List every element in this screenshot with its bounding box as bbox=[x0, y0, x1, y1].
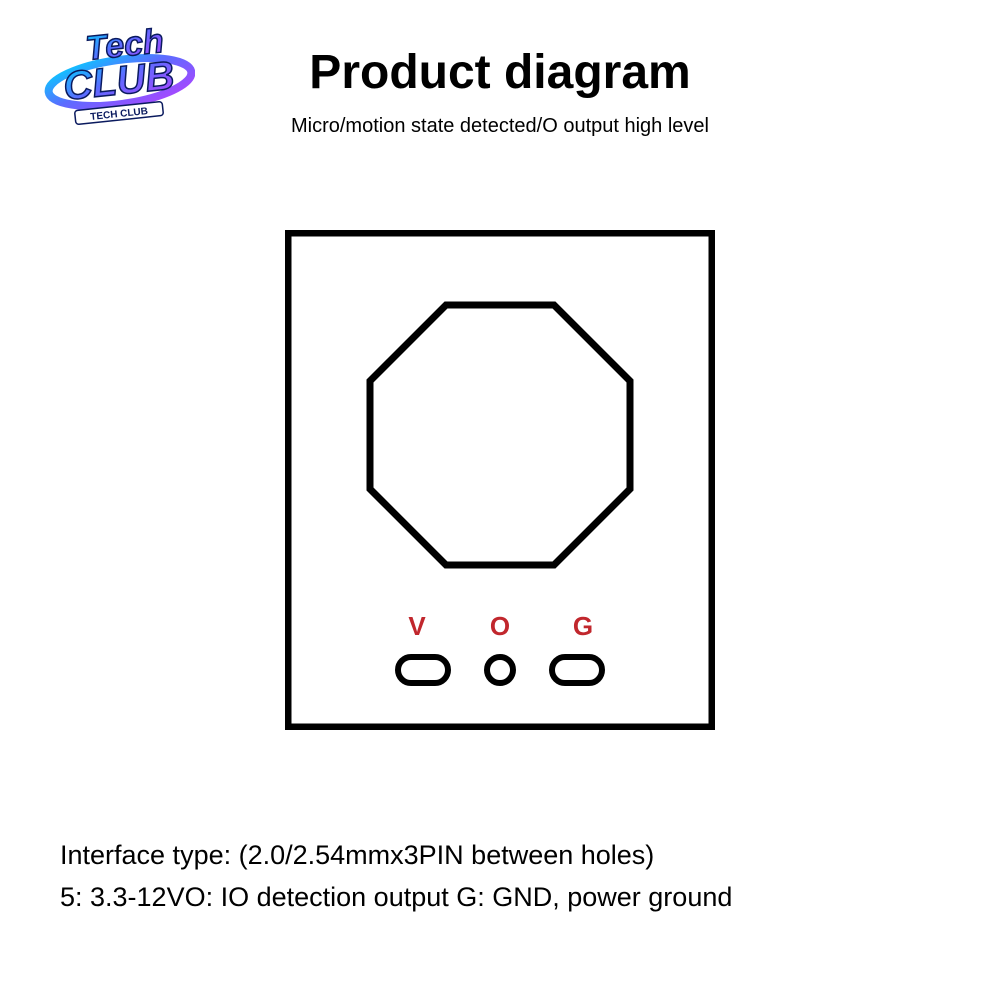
footer-text: Interface type: (2.0/2.54mmx3PIN between… bbox=[60, 835, 940, 919]
pin-label-o: O bbox=[490, 611, 510, 641]
product-diagram: V O G bbox=[285, 230, 715, 730]
footer-line-2: 5: 3.3-12VO: IO detection output G: GND,… bbox=[60, 877, 940, 919]
pin-label-g: G bbox=[573, 611, 593, 641]
page-title: Product diagram bbox=[0, 45, 1000, 100]
page-subtitle: Micro/motion state detected/O output hig… bbox=[0, 115, 1000, 138]
pin-label-v: V bbox=[408, 611, 426, 641]
footer-line-1: Interface type: (2.0/2.54mmx3PIN between… bbox=[60, 835, 940, 877]
diagram-svg: V O G bbox=[285, 230, 715, 730]
